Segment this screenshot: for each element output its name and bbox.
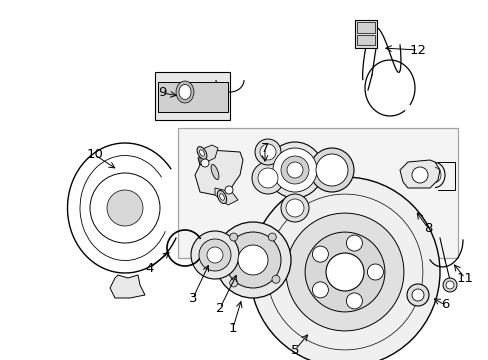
Circle shape [268, 233, 276, 241]
Circle shape [285, 213, 403, 331]
Circle shape [325, 253, 363, 291]
Circle shape [266, 142, 323, 198]
Ellipse shape [199, 150, 204, 156]
Circle shape [199, 239, 230, 271]
Polygon shape [399, 160, 439, 188]
Circle shape [260, 144, 275, 160]
Text: 9: 9 [158, 86, 166, 99]
Circle shape [191, 231, 239, 279]
Circle shape [442, 278, 456, 292]
Text: 5: 5 [290, 343, 299, 356]
Bar [356, 35, 374, 45]
Circle shape [224, 232, 281, 288]
Circle shape [285, 199, 304, 217]
Circle shape [305, 232, 384, 312]
Text: 12: 12 [408, 44, 426, 57]
Bar [155, 72, 229, 120]
Circle shape [346, 235, 362, 251]
Circle shape [281, 156, 308, 184]
Text: 6: 6 [440, 298, 448, 311]
Text: 11: 11 [456, 271, 472, 284]
Text: 3: 3 [188, 292, 197, 305]
Bar [178, 128, 457, 258]
Bar [158, 82, 227, 112]
Circle shape [90, 173, 160, 243]
Text: 2: 2 [215, 302, 224, 315]
Ellipse shape [217, 190, 226, 203]
Circle shape [229, 233, 237, 241]
Text: 1: 1 [228, 321, 237, 334]
Polygon shape [110, 275, 145, 298]
Circle shape [249, 177, 439, 360]
Circle shape [201, 159, 208, 167]
Circle shape [229, 279, 237, 287]
Circle shape [215, 222, 290, 298]
Circle shape [258, 168, 278, 188]
Ellipse shape [176, 81, 194, 103]
Ellipse shape [179, 85, 191, 99]
Bar [356, 22, 374, 33]
Circle shape [312, 282, 328, 298]
Circle shape [238, 245, 267, 275]
Circle shape [286, 162, 303, 178]
Circle shape [272, 148, 316, 192]
Ellipse shape [219, 194, 224, 200]
Circle shape [346, 293, 362, 309]
Text: 7: 7 [260, 141, 269, 154]
Circle shape [309, 148, 353, 192]
Circle shape [224, 186, 232, 194]
Circle shape [411, 289, 423, 301]
Polygon shape [215, 188, 238, 205]
Circle shape [411, 167, 427, 183]
Circle shape [107, 190, 142, 226]
Ellipse shape [197, 147, 206, 159]
Circle shape [312, 246, 328, 262]
Polygon shape [200, 145, 218, 165]
Circle shape [406, 284, 428, 306]
Circle shape [366, 264, 383, 280]
Circle shape [251, 162, 284, 194]
Circle shape [315, 154, 347, 186]
Circle shape [281, 194, 308, 222]
Circle shape [271, 275, 280, 283]
Circle shape [445, 281, 453, 289]
Text: 8: 8 [423, 221, 431, 234]
Text: 4: 4 [145, 261, 154, 274]
Bar [354, 20, 376, 48]
Circle shape [254, 139, 281, 165]
Text: 10: 10 [86, 148, 103, 162]
Circle shape [206, 247, 223, 263]
Polygon shape [195, 150, 243, 195]
Ellipse shape [211, 165, 219, 180]
